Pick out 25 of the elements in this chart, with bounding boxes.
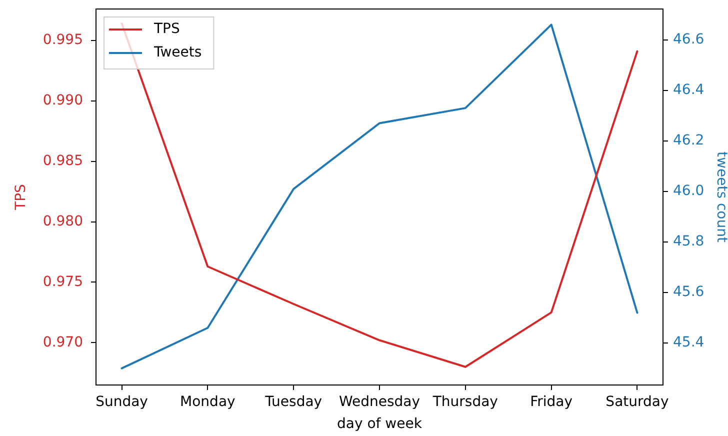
- y-tick-label: 0.980: [42, 213, 83, 230]
- y-tick-label: 0.985: [42, 152, 83, 169]
- y2-tick-label: 45.6: [673, 284, 704, 300]
- y2-axis-title: tweets count: [713, 152, 728, 243]
- y-tick-label: 0.970: [42, 334, 83, 350]
- y2-tick-label: 46.0: [673, 183, 704, 200]
- y2-tick-label: 46.4: [673, 82, 704, 98]
- x-tick-label: Monday: [180, 394, 236, 410]
- y-tick-label: 0.975: [42, 274, 83, 290]
- y2-tick-label: 45.4: [673, 334, 704, 351]
- x-tick-label: Saturday: [606, 394, 669, 410]
- x-axis-title: day of week: [337, 416, 423, 432]
- y2-tick-label: 46.6: [673, 31, 704, 48]
- legend-label: Tweets: [153, 44, 202, 61]
- x-tick-label: Friday: [530, 394, 573, 410]
- y2-tick-label: 46.2: [673, 132, 704, 149]
- x-tick-label: Thursday: [432, 394, 498, 410]
- x-tick-label: Tuesday: [264, 394, 322, 410]
- legend-label: TPS: [153, 21, 180, 38]
- x-tick-label: Sunday: [96, 394, 148, 410]
- x-tick-label: Wednesday: [338, 394, 420, 410]
- y-tick-label: 0.995: [42, 32, 83, 48]
- y2-tick-label: 45.8: [673, 234, 704, 250]
- y-tick-label: 0.990: [42, 92, 83, 109]
- y-axis-title: TPS: [13, 184, 30, 211]
